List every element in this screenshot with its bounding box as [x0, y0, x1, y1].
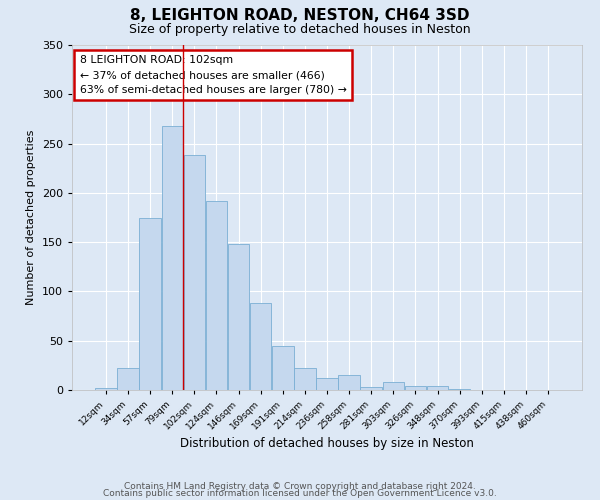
Bar	[361, 387, 382, 390]
Bar	[449, 389, 470, 390]
Text: Contains public sector information licensed under the Open Government Licence v3: Contains public sector information licen…	[103, 490, 497, 498]
Bar	[161, 126, 183, 390]
Bar	[405, 386, 426, 390]
Bar	[184, 156, 205, 390]
Bar	[228, 244, 249, 390]
Bar	[206, 200, 227, 390]
Bar	[117, 368, 139, 390]
Text: Size of property relative to detached houses in Neston: Size of property relative to detached ho…	[129, 22, 471, 36]
Y-axis label: Number of detached properties: Number of detached properties	[26, 130, 36, 305]
Bar	[338, 375, 360, 390]
X-axis label: Distribution of detached houses by size in Neston: Distribution of detached houses by size …	[180, 436, 474, 450]
Text: 8, LEIGHTON ROAD, NESTON, CH64 3SD: 8, LEIGHTON ROAD, NESTON, CH64 3SD	[130, 8, 470, 22]
Bar	[95, 388, 116, 390]
Bar	[250, 304, 271, 390]
Bar	[139, 218, 161, 390]
Bar	[427, 386, 448, 390]
Bar	[272, 346, 293, 390]
Bar	[294, 368, 316, 390]
Text: 8 LEIGHTON ROAD: 102sqm
← 37% of detached houses are smaller (466)
63% of semi-d: 8 LEIGHTON ROAD: 102sqm ← 37% of detache…	[80, 56, 347, 95]
Bar	[383, 382, 404, 390]
Bar	[316, 378, 338, 390]
Text: Contains HM Land Registry data © Crown copyright and database right 2024.: Contains HM Land Registry data © Crown c…	[124, 482, 476, 491]
